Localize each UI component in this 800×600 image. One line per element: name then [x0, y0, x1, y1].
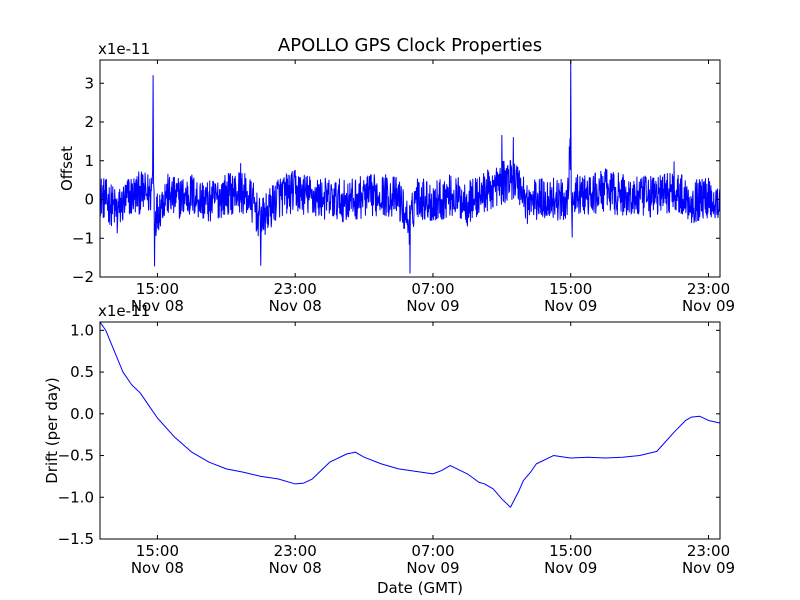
- drift-ytick-label: 0.0: [70, 405, 94, 423]
- drift-ytick-label: −0.5: [58, 447, 94, 465]
- drift-series-line: [99, 321, 721, 508]
- offset-ytick-label: −2: [72, 268, 94, 286]
- offset-axis-label: Offset: [58, 146, 76, 191]
- drift-axis-label: Drift (per day): [43, 377, 61, 484]
- drift-xtick-label: Nov 08: [131, 559, 184, 577]
- date-axis-label: Date (GMT): [377, 579, 463, 597]
- offset-ytick-label: 0: [84, 191, 94, 209]
- drift-xtick-label: 07:00: [411, 542, 454, 560]
- offset-scale-label: x1e-11: [98, 40, 150, 58]
- drift-xtick-label: 23:00: [687, 542, 730, 560]
- drift-xtick-label: 15:00: [549, 542, 592, 560]
- drift-ytick-label: 1.0: [70, 321, 94, 339]
- drift-ytick-label: −1.0: [58, 488, 94, 506]
- offset-xtick-label: Nov 09: [682, 297, 735, 315]
- offset-ytick-label: 1: [84, 152, 94, 170]
- drift-xtick-label: Nov 09: [682, 559, 735, 577]
- drift-plot-frame: [99, 321, 721, 540]
- drift-xtick-label: Nov 09: [406, 559, 459, 577]
- drift-xtick-label: Nov 08: [269, 559, 322, 577]
- drift-ytick-label: 0.5: [70, 363, 94, 381]
- offset-xtick-label: Nov 09: [406, 297, 459, 315]
- drift-series-layer: [99, 321, 721, 508]
- offset-ytick-label: −1: [72, 229, 94, 247]
- offset-xtick-label: 15:00: [136, 280, 179, 298]
- offset-ytick-label: 2: [84, 113, 94, 131]
- offset-xtick-label: Nov 08: [269, 297, 322, 315]
- offset-xtick-label: Nov 08: [131, 297, 184, 315]
- drift-ytick-label: −1.5: [58, 530, 94, 548]
- drift-xtick-label: 23:00: [274, 542, 317, 560]
- offset-xtick-label: 23:00: [274, 280, 317, 298]
- figure-title: APOLLO GPS Clock Properties: [278, 35, 542, 56]
- offset-plot-frame: [99, 59, 721, 278]
- drift-xtick-label: Nov 09: [544, 559, 597, 577]
- offset-xtick-label: Nov 09: [544, 297, 597, 315]
- offset-series-line: [99, 59, 721, 274]
- offset-series-layer: [99, 59, 721, 274]
- drift-scale-label: x1e-11: [98, 302, 150, 320]
- offset-ytick-label: 3: [84, 74, 94, 92]
- offset-xtick-label: 15:00: [549, 280, 592, 298]
- drift-xtick-label: 15:00: [136, 542, 179, 560]
- offset-xtick-label: 23:00: [687, 280, 730, 298]
- offset-xtick-label: 07:00: [411, 280, 454, 298]
